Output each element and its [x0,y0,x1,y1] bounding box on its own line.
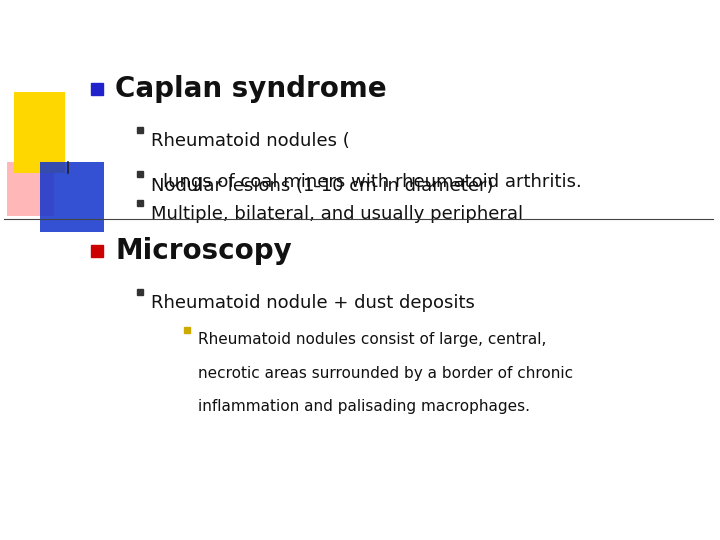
Text: Microscopy: Microscopy [115,237,292,265]
Bar [40,162,104,232]
Bar [14,92,65,173]
Text: Multiple, bilateral, and usually peripheral: Multiple, bilateral, and usually periphe… [151,205,523,223]
Text: necrotic areas surrounded by a border of chronic: necrotic areas surrounded by a border of… [198,366,573,381]
Text: Rheumatoid nodule + dust deposits: Rheumatoid nodule + dust deposits [151,294,475,312]
Text: Nodular lesions (1-10 cm in diameter): Nodular lesions (1-10 cm in diameter) [151,177,494,195]
Text: Caplan syndrome: Caplan syndrome [115,75,387,103]
Text: inflammation and palisading macrophages.: inflammation and palisading macrophages. [198,399,530,414]
Text: lungs of coal miners with rheumatoid arthritis.: lungs of coal miners with rheumatoid art… [163,173,582,191]
Text: Rheumatoid nodules (: Rheumatoid nodules ( [151,132,350,150]
Bar [7,162,54,216]
Text: Rheumatoid nodules consist of large, central,: Rheumatoid nodules consist of large, cen… [198,332,546,347]
